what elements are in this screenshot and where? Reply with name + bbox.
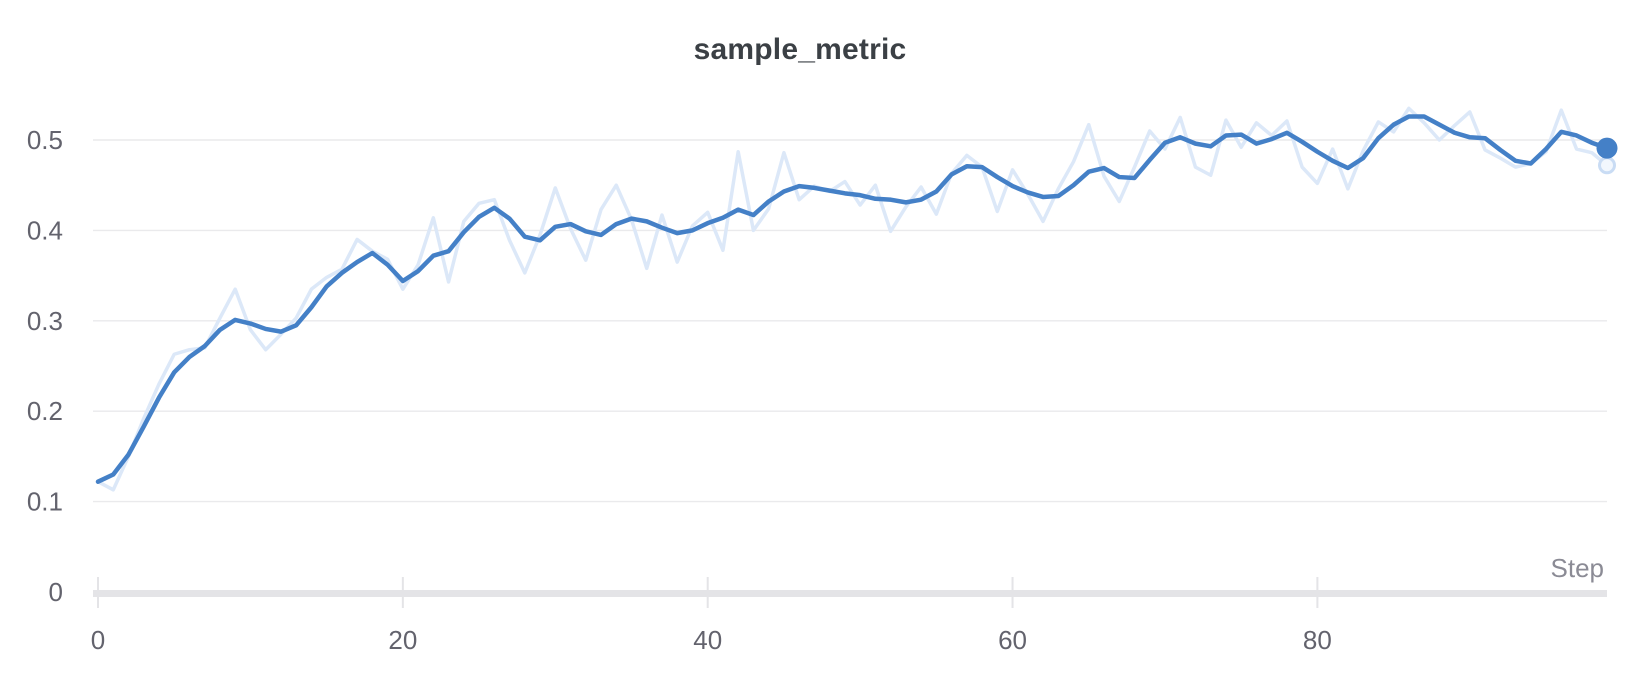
y-tick-label: 0 [49, 577, 63, 607]
x-tick-label: 60 [998, 625, 1027, 655]
x-axis-label: Step [1550, 553, 1605, 583]
y-tick-label: 0.1 [27, 487, 63, 517]
raw-series-line[interactable] [96, 106, 1609, 492]
raw-series-end-marker [1598, 156, 1616, 175]
y-tick-label: 0.2 [27, 396, 63, 426]
chart-title: sample_metric [693, 33, 907, 66]
x-tick-label: 0 [91, 625, 105, 655]
smoothed-series-end-marker [1596, 137, 1618, 159]
y-tick-label: 0.3 [27, 306, 63, 336]
x-tick-label: 20 [388, 625, 417, 655]
x-axis-line [93, 590, 1607, 597]
x-tick-label: 80 [1303, 625, 1332, 655]
smoothed-series-line[interactable] [95, 114, 1610, 484]
y-tick-label: 0.4 [27, 215, 63, 245]
y-tick-label: 0.5 [27, 125, 63, 155]
x-tick-label: 40 [693, 625, 722, 655]
